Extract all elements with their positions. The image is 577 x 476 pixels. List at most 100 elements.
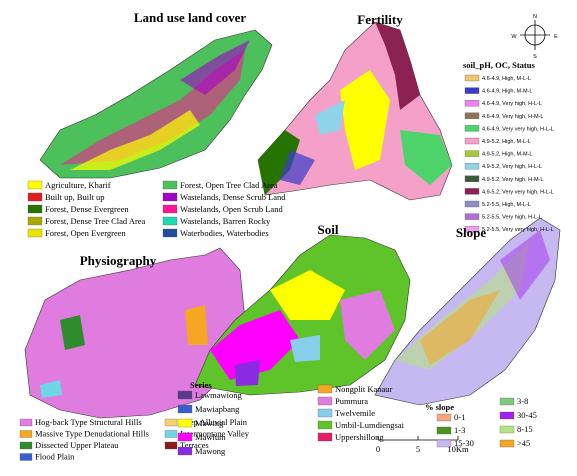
legend-label: Hog-back Type Structural Hills — [35, 417, 142, 427]
legend-label: 1-3 — [454, 425, 465, 435]
legend-swatch — [164, 430, 178, 438]
panel-title: Land use land cover — [134, 10, 247, 25]
legend-swatch — [464, 150, 480, 157]
legend-swatch — [464, 175, 480, 182]
legend-swatch — [162, 204, 178, 214]
legend-swatch — [499, 439, 515, 448]
physiography-map — [24, 247, 246, 419]
scale-bar-graphic — [377, 436, 459, 441]
scale-label: 5 — [416, 444, 420, 454]
legend-label: Forest, Open Tree Clad Area — [180, 180, 278, 190]
legend-label: Terraces — [180, 440, 209, 450]
legend-swatch — [19, 430, 33, 438]
lulc-map — [39, 29, 273, 179]
legend-swatch — [436, 413, 452, 422]
compass-label: S — [533, 54, 537, 60]
legend-title: Series — [190, 380, 212, 390]
legend-label: Deep Alluvial Plain — [180, 417, 248, 427]
legend-swatch — [436, 439, 452, 448]
legend-swatch — [27, 180, 43, 190]
legend-label: 5.2-5.5, High, M-L-L — [482, 202, 531, 208]
legend-label: Intermontane Valley — [180, 429, 250, 439]
legend-label: Twelvemile — [335, 408, 375, 418]
legend-label: 4.9-5.2, High, M-M-L — [482, 152, 532, 158]
panel-title: Slope — [456, 225, 487, 240]
legend-swatch — [162, 228, 178, 238]
legend-label: Pummura — [335, 396, 368, 406]
legend-swatch — [27, 216, 43, 226]
legend-swatch — [164, 418, 178, 427]
legend-swatch — [499, 397, 515, 406]
legend-label: Dissected Upper Plateau — [35, 440, 119, 450]
legend-label: Flood Plain — [35, 452, 75, 462]
legend-swatch — [19, 441, 33, 450]
legend-label: Uppershillong — [335, 432, 384, 442]
legend-label: Mawlum — [195, 432, 226, 442]
legend-label: 4.9-5.2, High, M-L-L — [482, 139, 531, 145]
soil-map — [194, 234, 411, 396]
legend-swatch — [317, 420, 333, 430]
legend-label: Forest, Dense Evergreen — [45, 204, 129, 214]
legend-swatch — [162, 192, 178, 202]
legend-swatch — [162, 180, 178, 190]
legend-label: Waterbodies, Waterbodies — [180, 228, 269, 238]
legend-label: Forest, Dense Tree Clad Area — [45, 216, 146, 226]
legend-swatch — [27, 192, 43, 202]
legend-swatch — [162, 216, 178, 226]
legend-swatch — [27, 204, 43, 214]
panel-title: Physiography — [80, 253, 157, 268]
legend-label: Umbil-Lumdiengsai — [335, 420, 405, 430]
legend-swatch — [177, 418, 193, 428]
panel-title: Soil — [318, 222, 339, 237]
legend-swatch — [27, 228, 43, 238]
legend-swatch — [499, 425, 515, 434]
legend-label: 4.9-5.2, Very very high, H-L-L — [482, 189, 554, 195]
legend-label: Wastelands, Dense Scrub Land — [180, 192, 286, 202]
legend-label: 4.6-4.9, Very very high, H-L-L — [482, 126, 554, 132]
compass-label: E — [554, 34, 558, 40]
legend-swatch — [19, 453, 33, 461]
panel-title: Fertility — [357, 12, 403, 27]
legend-label: Massive Type Denudational Hills — [35, 429, 149, 439]
legend-label: 3-8 — [517, 396, 528, 406]
legend-swatch — [499, 411, 515, 420]
legend-title: soil_pH, OC, Status — [463, 60, 535, 70]
legend-label: 4.6-4.9, Very high, H-M-L — [482, 114, 543, 120]
legend-swatch — [464, 112, 480, 119]
compass-label: W — [511, 34, 517, 40]
legend-swatch — [464, 200, 480, 208]
legend-label: 8-15 — [517, 424, 533, 434]
legend-swatch — [464, 74, 480, 82]
legend-title: % slope — [425, 402, 454, 412]
fertility-map — [257, 21, 453, 201]
legend-label: 4.6-4.9, High, M-L-L — [482, 76, 531, 82]
legend-label: 5.2-5.5, Very very high, H-L-L — [482, 227, 554, 233]
legend-swatch — [177, 446, 193, 456]
legend-swatch — [177, 390, 193, 400]
slope-map — [374, 217, 561, 406]
scale-label: 10Km — [447, 444, 469, 454]
legend-label: Lawmawiong — [195, 390, 242, 400]
legend-swatch — [164, 441, 178, 450]
legend-swatch — [19, 418, 33, 427]
legend-label: Nongplit Kanaur — [335, 384, 393, 394]
legend-label: 4.6-4.9, Very high, H-L-L — [482, 101, 542, 107]
legend-swatch — [436, 426, 452, 435]
legend-swatch — [317, 396, 333, 406]
scale-label: 0 — [376, 444, 380, 454]
legend-label: Wastelands, Open Scrub Land — [180, 204, 283, 214]
legend-label: 4.6-4.9, High, M-M-L — [482, 89, 532, 95]
legend-swatch — [464, 125, 480, 132]
legend-swatch — [317, 432, 333, 442]
legend-label: 4.9-5.2, Very high, H-M-L — [482, 177, 543, 183]
legend-label: 0-1 — [454, 412, 465, 422]
legend-swatch — [464, 213, 480, 220]
legend-label: Wastelands, Barren Rocky — [180, 216, 271, 226]
legend-label: 5.2-5.5, Very high, H-L-L — [482, 215, 542, 221]
legend-swatch — [464, 87, 480, 94]
legend-label: Forest, Open Evergreen — [45, 228, 127, 238]
legend-swatch — [464, 226, 480, 233]
legend-swatch — [464, 188, 480, 195]
